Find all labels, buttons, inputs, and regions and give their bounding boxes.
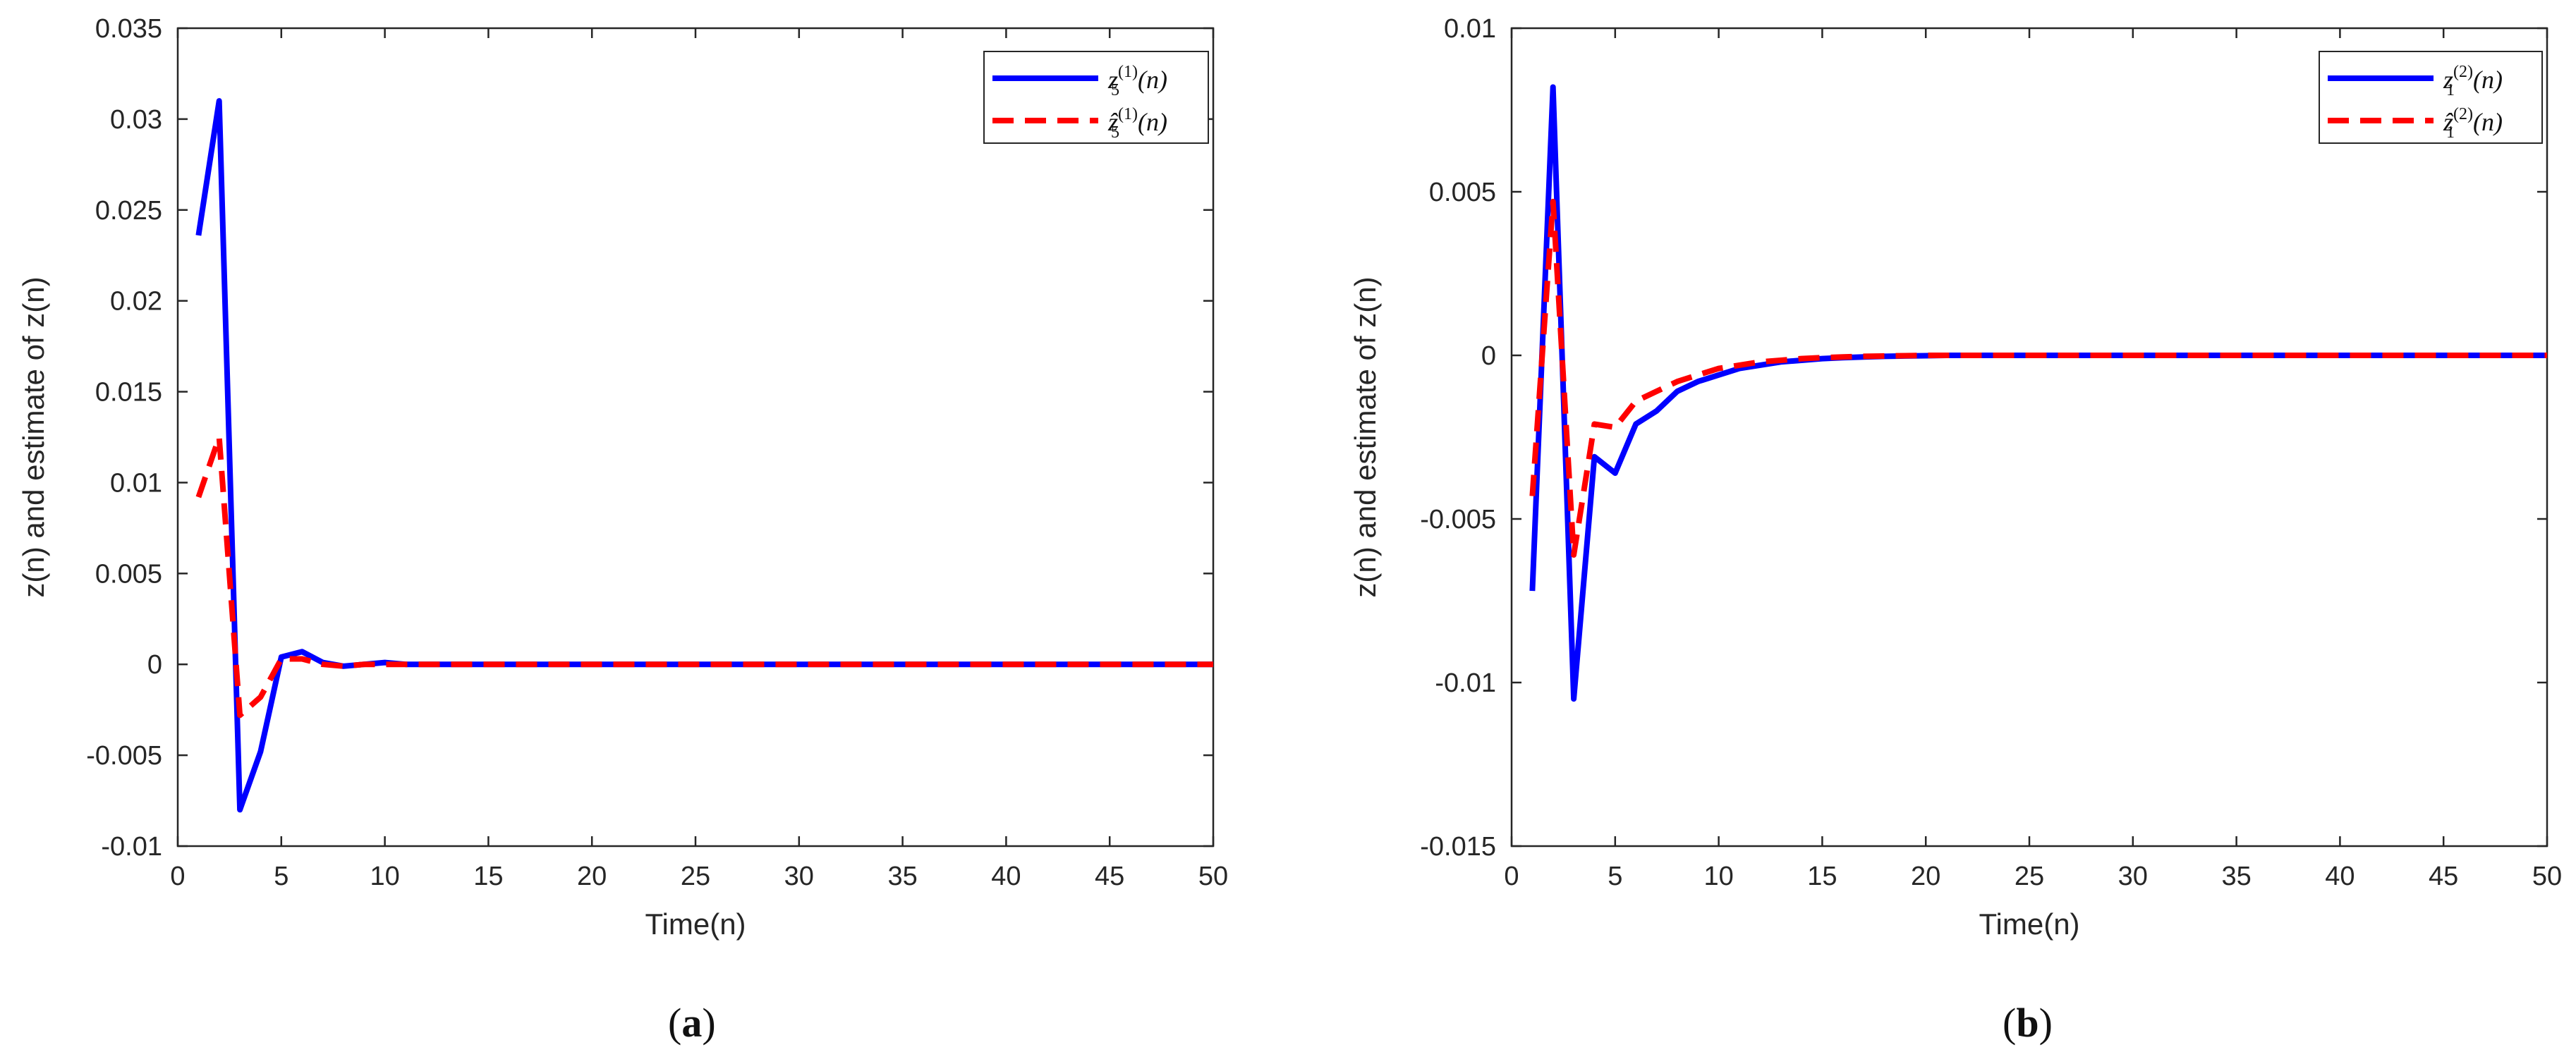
chart0-y-axis-label: z(n) and estimate of z(n) (17, 276, 50, 597)
chart0-ytick-label: -0.01 (101, 832, 162, 862)
chart0-legend: z(1) 5 (n) ẑ(1) 5 (n) (983, 51, 1209, 144)
chart1-xtick-label: 25 (2015, 862, 2044, 891)
chart1-xtick-label: 30 (2118, 862, 2148, 891)
chart1-ytick-label: -0.01 (1435, 668, 1496, 698)
chart1-xtick-label: 20 (1911, 862, 1940, 891)
chart1-xtick-label: 45 (2429, 862, 2458, 891)
chart1-legend-box (2319, 51, 2543, 144)
chart1-legend-label-0: z(2) 1 (n) (2443, 63, 2503, 99)
chart0-ytick-label: 0.025 (95, 196, 162, 226)
chart0-xtick-label: 20 (577, 862, 607, 891)
chart0-panel-label: (a) (668, 1000, 716, 1046)
chart0-axes-box (176, 27, 1215, 848)
chart0-xtick-label: 5 (274, 862, 288, 891)
chart0-ytick-label: 0 (147, 650, 162, 680)
chart0-plot-area (195, 98, 1213, 813)
chart1-ytick-label: 0.01 (1444, 14, 1496, 44)
chart0-xtick-label: 25 (681, 862, 710, 891)
chart0-xtick-label: 35 (887, 862, 917, 891)
chart0-legend-label-1: ẑ(1) 5 (n) (1107, 105, 1167, 142)
chart1-xtick-label: 10 (1703, 862, 1733, 891)
chart1-xtick-label: 5 (1608, 862, 1622, 891)
chart0-legend-label-0: z(1) 5 (n) (1107, 63, 1167, 99)
chart1-legend-label-1: ẑ(2) 1 (n) (2443, 105, 2503, 142)
chart0-ytick-label: -0.005 (86, 741, 162, 771)
chart1-xtick-label: 15 (1807, 862, 1837, 891)
chart0-series-estimate-line (195, 434, 1213, 718)
chart0-xtick-label: 40 (991, 862, 1021, 891)
chart0-ytick-label: 0.01 (110, 468, 162, 498)
chart1-ytick-label: 0.005 (1429, 178, 1496, 207)
chart1-legend: z(2) 1 (n) ẑ(2) 1 (n) (2319, 51, 2543, 144)
chart1-xtick-label: 35 (2221, 862, 2251, 891)
chart1-group: 0 5 10 15 20 25 30 35 40 45 50 -0.015 -0.01 -0.005 0 0.… (1349, 14, 2562, 1046)
chart1-xtick-label: 50 (2532, 862, 2562, 891)
chart1-x-axis-label: Time(n) (1979, 907, 2079, 941)
chart0-xtick-label: 45 (1095, 862, 1124, 891)
chart1-ytick-label: -0.015 (1420, 832, 1496, 862)
chart0-x-axis-label: Time(n) (645, 907, 746, 941)
chart0-legend-box (983, 51, 1209, 144)
chart0-ytick-label: 0.02 (110, 287, 162, 317)
chart0-ytick-label: 0.015 (95, 378, 162, 408)
chart1-ytick-label: -0.005 (1420, 505, 1496, 534)
chart1-axes-box (1510, 27, 2548, 848)
chart0-ytick-label: 0.005 (95, 559, 162, 589)
chart0-xtick-label: 30 (784, 862, 814, 891)
chart0-xtick-label: 0 (170, 862, 185, 891)
chart1-xtick-label: 40 (2325, 862, 2355, 891)
chart0-xtick-label: 50 (1198, 862, 1228, 891)
chart1-panel-label: (b) (2003, 1000, 2053, 1046)
chart0-xtick-label: 10 (370, 862, 399, 891)
chart1-xtick-label: 0 (1504, 862, 1519, 891)
chart1-series-estimate-line (1529, 198, 2547, 558)
chart1-plot-area (1529, 84, 2547, 702)
chart0-group: 0 5 10 15 20 25 30 35 40 45 50 -0.01 -0.005 0 0.005 0.0… (17, 14, 1228, 1046)
chart1-ytick-label: 0 (1481, 341, 1496, 371)
chart0-xtick-label: 15 (473, 862, 503, 891)
chart1-y-axis-label: z(n) and estimate of z(n) (1349, 276, 1382, 597)
chart0-ytick-label: 0.03 (110, 105, 162, 135)
chart0-ytick-label: 0.035 (95, 14, 162, 44)
